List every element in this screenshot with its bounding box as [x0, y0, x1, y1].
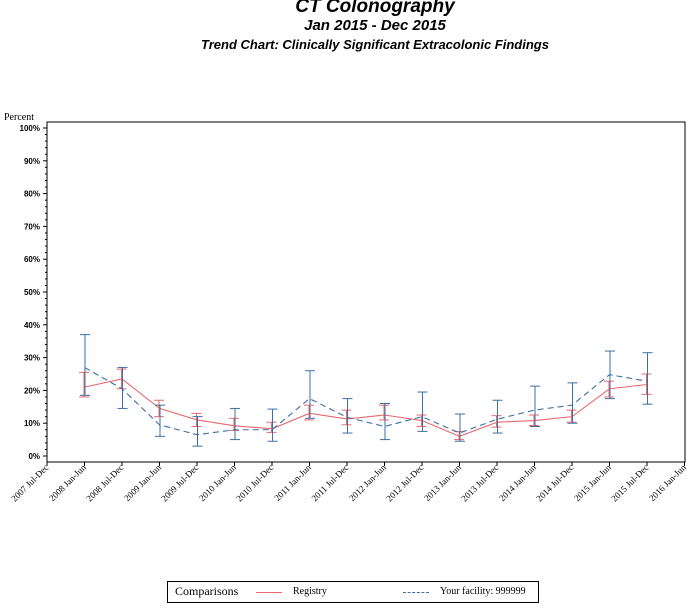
x-tick-label: 2009 Jul-Dec [159, 462, 200, 503]
x-tick-label: 2015 Jan-Jun [572, 462, 613, 503]
legend-facility-label: Your facility: 999999 [440, 586, 526, 597]
x-tick-label: 2013 Jul-Dec [459, 462, 500, 503]
y-tick-label: 40% [24, 321, 40, 330]
y-tick-label: 90% [24, 157, 40, 166]
trend-chart: Percent 0% 10% 20% 30% 40% 50% 60% 70% 80% 90% 100%… [4, 112, 688, 504]
legend: Comparisons Registry Your facility: 9999… [167, 581, 539, 603]
legend-registry-label: Registry [293, 586, 327, 597]
x-tick-label: 2007 Jul-Dec [9, 462, 50, 503]
legend-registry-swatch [256, 592, 282, 593]
y-tick-label: 60% [24, 255, 40, 264]
x-tick-label: 2010 Jul-Dec [234, 462, 275, 503]
series-line-1 [84, 366, 648, 436]
x-tick-label: 2009 Jan-Jun [122, 462, 163, 503]
x-tick-label: 2008 Jul-Dec [84, 462, 125, 503]
y-tick-label: 30% [24, 354, 40, 363]
chart-title: CT Colonography [295, 0, 455, 17]
x-tick-label: 2014 Jul-Dec [534, 462, 575, 503]
legend-facility-swatch [403, 592, 429, 593]
x-tick-label: 2012 Jul-Dec [384, 462, 425, 503]
x-tick-label: 2015 Jul-Dec [609, 462, 650, 503]
x-tick-label: 2013 Jan-Jun [422, 462, 463, 503]
x-tick-label: 2010 Jan-Jun [197, 462, 238, 503]
legend-title: Comparisons [175, 584, 239, 598]
y-tick-label: 10% [24, 419, 40, 428]
chart-subtitle-trend: Trend Chart: Clinically Significant Extr… [201, 37, 549, 52]
y-axis-label: Percent [4, 112, 34, 123]
y-tick-label: 100% [20, 124, 40, 133]
y-tick-label: 70% [24, 222, 40, 231]
x-tick-label: 2016 Jan-Jun [647, 462, 688, 503]
y-tick-label: 80% [24, 190, 40, 199]
x-tick-label: 2012 Jan-Jun [347, 462, 388, 503]
x-tick-label: 2014 Jan-Jun [497, 462, 538, 503]
y-tick-label: 0% [28, 452, 40, 461]
chart-subtitle: Jan 2015 - Dec 2015 [304, 17, 446, 34]
y-tick-label: 50% [24, 288, 40, 297]
series-line-0 [84, 378, 648, 437]
x-tick-label: 2011 Jan-Jun [272, 462, 313, 503]
plot-frame [46, 121, 686, 463]
y-tick-label: 20% [24, 386, 40, 395]
x-tick-label: 2011 Jul-Dec [309, 462, 350, 503]
x-tick-label: 2008 Jan-Jun [47, 462, 88, 503]
